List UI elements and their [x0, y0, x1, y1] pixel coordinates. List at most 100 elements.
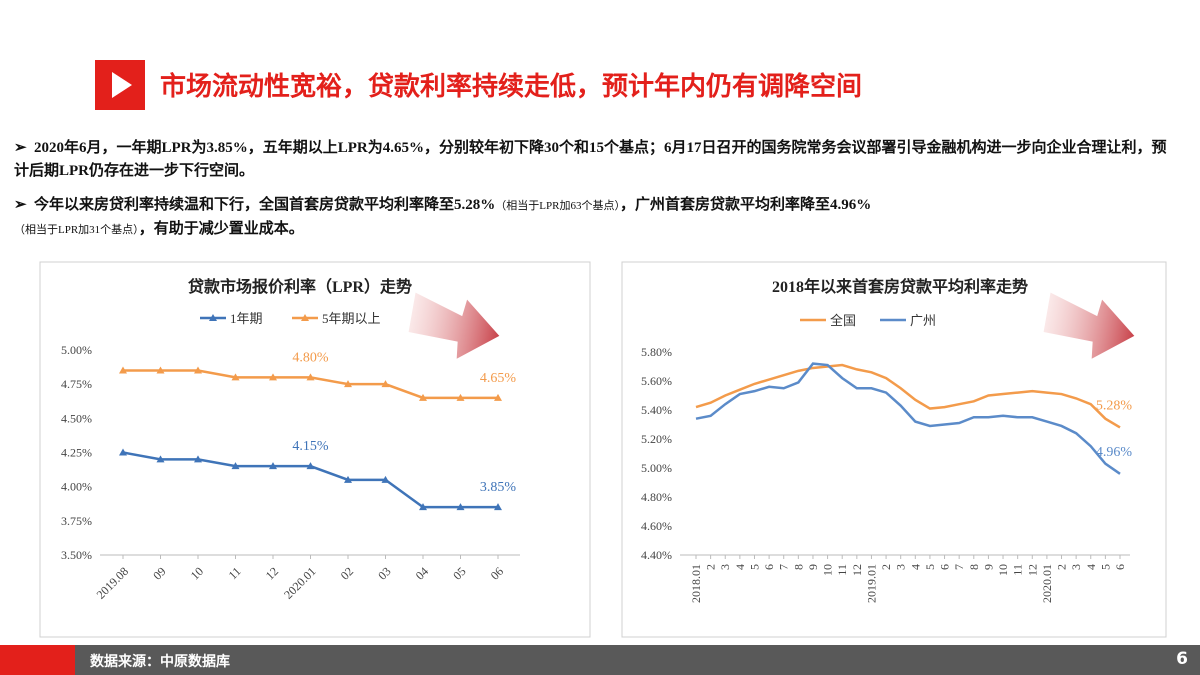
point-marker [306, 373, 315, 381]
x-tick-label: 3 [894, 564, 908, 570]
x-tick-label: 2020.01 [1040, 564, 1054, 603]
x-tick-label: 3 [718, 564, 732, 570]
y-tick-label: 5.00% [641, 461, 672, 475]
data-source: 数据来源：中原数据库 [90, 655, 230, 670]
point-marker [156, 366, 165, 374]
x-tick-label: 2 [879, 564, 893, 570]
x-tick-label: 10 [996, 564, 1010, 576]
chart-title: 2018年以来首套房贷款平均利率走势 [772, 277, 1028, 296]
point-marker [419, 393, 427, 401]
bullet-note: （相当于LPR加31个基点） [14, 224, 139, 236]
trend-arrow [1043, 292, 1135, 359]
x-tick-label: 6 [762, 564, 776, 570]
page-number: 6 [1176, 649, 1188, 669]
point-marker [381, 380, 390, 388]
legend-label: 1年期 [230, 311, 263, 326]
y-tick-label: 5.20% [641, 432, 672, 446]
legend-label: 全国 [830, 313, 856, 328]
point-marker [119, 366, 127, 374]
value-label: 4.80% [292, 350, 329, 365]
bullet-text: ，有助于减少置业成本。 [138, 221, 304, 237]
x-tick-label: 10 [821, 564, 835, 576]
x-tick-label: 8 [791, 564, 805, 570]
value-label: 4.96% [1096, 445, 1133, 460]
x-tick-label: 7 [952, 564, 966, 570]
y-tick-label: 5.00% [61, 343, 92, 357]
footer-accent [0, 645, 75, 675]
bullet: ➢ 2020年6月，一年期LPR为3.85%，五年期以上LPR为4.65%，分别较… [14, 140, 1167, 179]
chart-title: 贷款市场报价利率（LPR）走势 [188, 277, 412, 296]
y-tick-label: 4.25% [61, 446, 92, 460]
point-marker [231, 462, 240, 470]
bullet-text: ，广州首套房贷款平均利率降至4.96% [619, 197, 872, 213]
point-marker [494, 503, 502, 511]
bullet-note: （相当于LPR加63个基点） [495, 200, 620, 212]
y-tick-label: 4.60% [641, 519, 672, 533]
value-label: 3.85% [480, 480, 517, 495]
x-tick-label: 12 [1025, 564, 1039, 576]
point-marker [231, 373, 240, 381]
x-tick-label: 4 [733, 564, 747, 570]
point-marker [156, 455, 165, 463]
slide-title: 市场流动性宽裕，贷款利率持续走低，预计年内仍有调降空间 [160, 72, 863, 102]
point-marker [306, 462, 315, 470]
x-tick-label: 3 [1069, 564, 1083, 570]
bullet-text: 今年以来房贷利率持续温和下行，全国首套房贷款平均利率降至5.28% [34, 197, 496, 213]
chart-frame [39, 261, 591, 638]
x-tick-label: 2 [1055, 564, 1069, 570]
x-tick-label: 11 [835, 564, 849, 576]
y-tick-label: 4.80% [641, 490, 672, 504]
x-tick-label: 2 [704, 564, 718, 570]
legend-marker [301, 314, 309, 321]
point-marker [344, 380, 352, 388]
y-tick-label: 4.40% [641, 548, 672, 562]
x-tick-label: 2019.01 [864, 564, 878, 603]
x-tick-label: 4 [1084, 564, 1098, 570]
x-tick-label: 7 [777, 564, 791, 570]
y-tick-label: 3.50% [61, 548, 92, 562]
x-tick-label: 9 [806, 564, 820, 570]
value-label: 4.15% [292, 439, 329, 454]
x-tick-label: 5 [923, 564, 937, 570]
y-tick-label: 5.80% [641, 345, 672, 359]
legend-marker [209, 314, 217, 321]
point-marker [456, 393, 465, 401]
y-tick-label: 4.75% [61, 377, 92, 391]
y-tick-label: 3.75% [61, 514, 92, 528]
y-tick-label: 5.60% [641, 374, 672, 388]
series-line [695, 362, 1121, 475]
x-tick-label: 5 [1098, 564, 1112, 570]
x-tick-label: 5 [747, 564, 761, 570]
x-tick-label: 11 [1011, 564, 1025, 576]
legend-label: 5年期以上 [322, 311, 381, 326]
x-tick-label: 12 [850, 564, 864, 576]
y-tick-label: 4.50% [61, 411, 92, 425]
point-marker [456, 503, 465, 511]
point-marker [419, 503, 427, 511]
x-tick-label: 6 [1113, 564, 1127, 570]
y-tick-label: 4.00% [61, 480, 92, 494]
x-tick-label: 4 [908, 564, 922, 570]
value-label: 4.65% [480, 371, 517, 386]
point-marker [194, 455, 202, 463]
series-line [695, 363, 1121, 429]
point-marker [381, 475, 390, 483]
point-marker [269, 373, 277, 381]
point-marker [344, 475, 352, 483]
title-icon [95, 60, 145, 110]
x-tick-label: 9 [981, 564, 995, 570]
bullet: ➢ 今年以来房贷利率持续温和下行，全国首套房贷款平均利率降至5.28%（相当于LP… [14, 197, 872, 237]
bullet-text: 2020年6月，一年期LPR为3.85%，五年期以上LPR为4.65%，分别较年… [14, 140, 1167, 179]
point-marker [269, 462, 277, 470]
trend-arrow [408, 292, 500, 359]
point-marker [119, 448, 127, 456]
x-tick-label: 2018.01 [689, 564, 703, 603]
y-tick-label: 5.40% [641, 403, 672, 417]
x-tick-label: 6 [938, 564, 952, 570]
legend-label: 广州 [910, 313, 936, 328]
play-icon [112, 72, 132, 98]
x-tick-label: 8 [967, 564, 981, 570]
footer: 数据来源：中原数据库 6 [0, 645, 1200, 675]
